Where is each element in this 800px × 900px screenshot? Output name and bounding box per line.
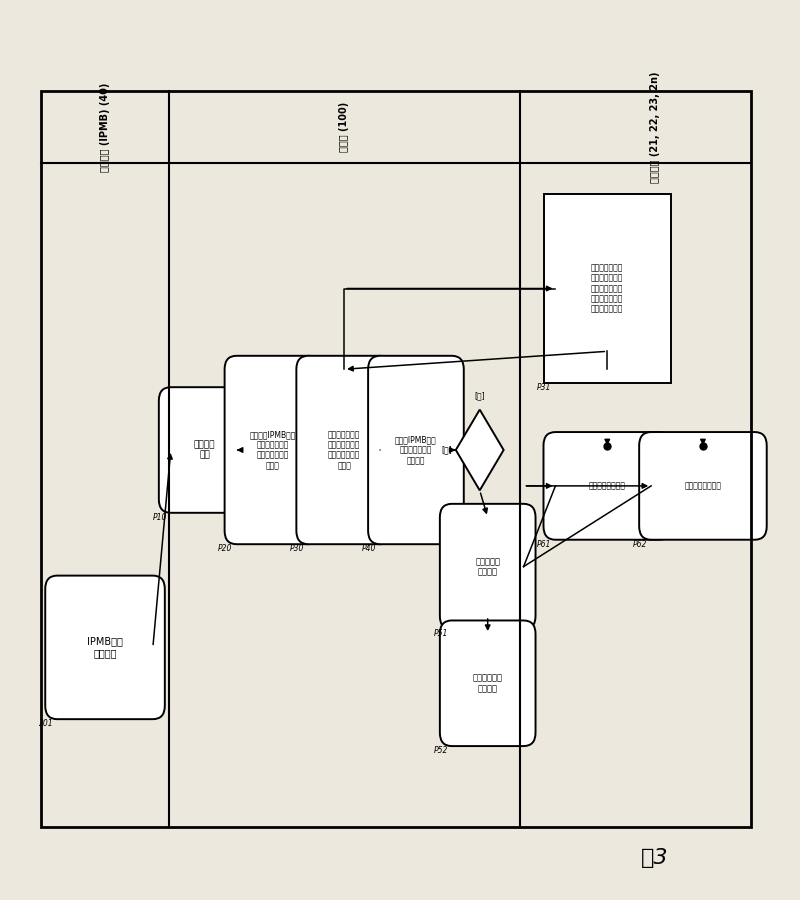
- Text: 常亮绿发光二极体: 常亮绿发光二极体: [589, 482, 626, 490]
- Text: 201: 201: [38, 719, 54, 728]
- FancyBboxPatch shape: [543, 432, 671, 540]
- Text: P62: P62: [633, 540, 647, 549]
- Text: 发出出错模块的
显示发光重置前
的所有限制服务
器状态: 发出出错模块的 显示发光重置前 的所有限制服务 器状态: [328, 430, 360, 470]
- Text: P10: P10: [153, 513, 167, 522]
- Text: 本发明 (100): 本发明 (100): [339, 102, 349, 152]
- Text: P52: P52: [434, 746, 448, 755]
- FancyBboxPatch shape: [225, 356, 320, 544]
- Text: 发出灯号状况
控制信号: 发出灯号状况 控制信号: [473, 673, 502, 693]
- Text: P20: P20: [218, 544, 233, 554]
- Text: P30: P30: [290, 544, 304, 554]
- Text: 发出灯号光
控制信号: 发出灯号光 控制信号: [475, 557, 500, 576]
- Text: 检查连接IPMB总线
的发光状况以检
测每个基本模块
的引运: 检查连接IPMB总线 的发光状况以检 测每个基本模块 的引运: [250, 430, 296, 470]
- FancyBboxPatch shape: [159, 387, 250, 513]
- Text: 检查到IPMB总线
的每组在施正常
操作火发: 检查到IPMB总线 的每组在施正常 操作火发: [395, 435, 437, 465]
- Text: P40: P40: [362, 544, 376, 554]
- FancyBboxPatch shape: [639, 432, 766, 540]
- FancyBboxPatch shape: [296, 356, 392, 544]
- Text: 频闪绿发光二极体: 频闪绿发光二极体: [685, 482, 722, 490]
- Text: [否]: [否]: [441, 446, 452, 454]
- FancyBboxPatch shape: [543, 194, 671, 382]
- Text: [是]: [是]: [474, 392, 485, 400]
- Text: P51: P51: [434, 629, 448, 638]
- Text: P61: P61: [537, 540, 551, 549]
- FancyBboxPatch shape: [368, 356, 464, 544]
- Text: 图3: 图3: [642, 848, 669, 868]
- Polygon shape: [456, 410, 504, 490]
- Bar: [42, 91, 750, 827]
- FancyBboxPatch shape: [46, 576, 165, 719]
- Text: P31: P31: [537, 382, 551, 392]
- Text: 显示模块 (21, 22, 23, 2n): 显示模块 (21, 22, 23, 2n): [650, 71, 660, 183]
- Text: IPMB总线
失效事件: IPMB总线 失效事件: [87, 636, 123, 658]
- FancyBboxPatch shape: [440, 620, 535, 746]
- Text: 由检测到的出错
显示模块向目标
重置以所获的所
有服务器状态重
新初始化控制器: 由检测到的出错 显示模块向目标 重置以所获的所 有服务器状态重 新初始化控制器: [591, 263, 623, 314]
- Text: 总线接口 (IPMB) (40): 总线接口 (IPMB) (40): [100, 82, 110, 172]
- FancyBboxPatch shape: [440, 504, 535, 629]
- Text: 启动处理
程序: 启动处理 程序: [194, 440, 215, 460]
